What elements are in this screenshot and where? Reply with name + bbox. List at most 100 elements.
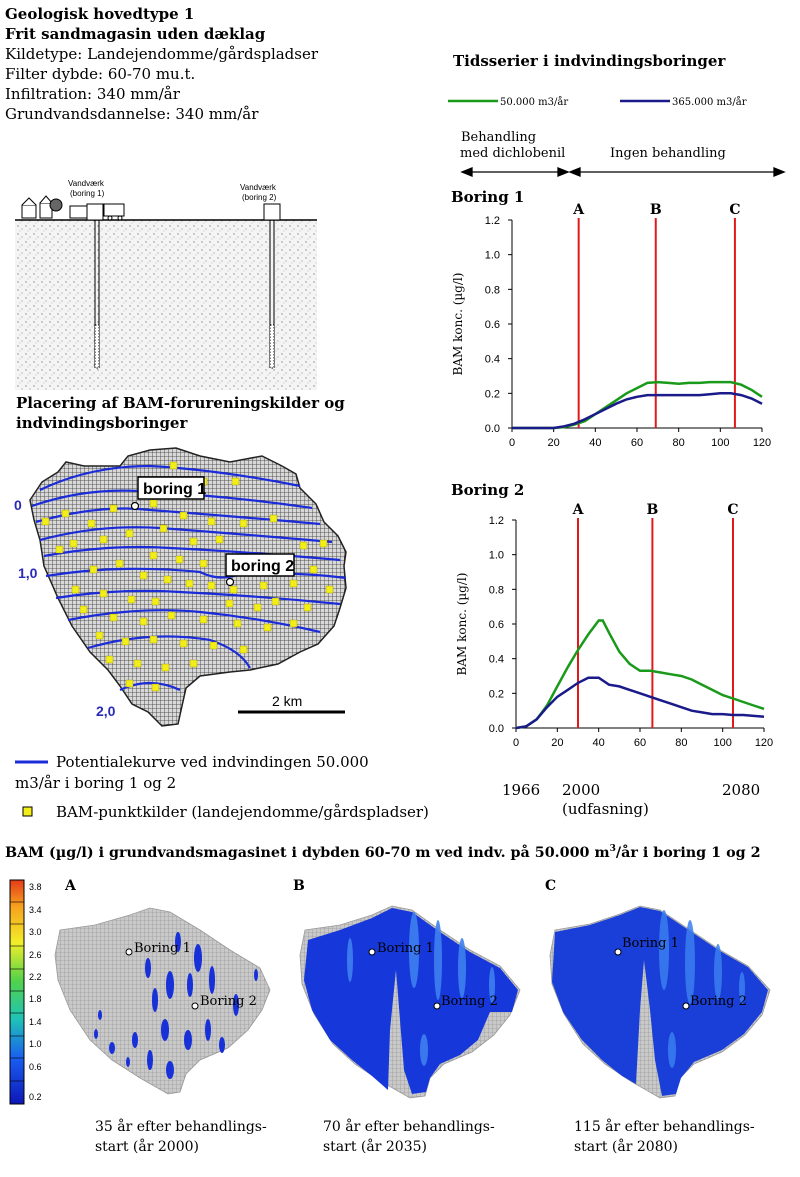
chart-boring-2: Boring 2 0 20 40 60 80 100 120 0.0 0.2 0.4 0.6 0.8 1.… [451,481,773,749]
y-tick-label: 1.0 [489,550,504,562]
y-tick-label: 0.4 [489,654,504,666]
y-tick-label: 0.4 [485,354,500,366]
aquifer-sand [15,220,317,390]
panel-b-letter: B [293,878,305,894]
bam-point-sources [41,461,334,692]
map-title-1: Placering af BAM-forureningskilder og [16,394,345,412]
contour-label-1: 1,0 [18,565,38,581]
cbar-1.8: 1.8 [29,994,42,1004]
marker-label-b: B [650,202,662,218]
legend-green-text: 50.000 m3/år [500,96,568,108]
well-2-label: Vandværk [240,183,277,192]
marker-label-a: A [572,502,585,518]
y-tick-label: 0.8 [489,584,504,596]
map-title-2: indvindingsboringer [16,414,188,432]
cbar-3.8: 3.8 [29,882,42,892]
x-tick-label: 100 [713,737,731,749]
x-tick-label: 0 [509,437,515,449]
x-tick-label: 100 [711,437,729,449]
legend-source-swatch [22,806,33,817]
y-tick-label: 0.0 [489,723,504,735]
scale-label: 2 km [272,693,302,709]
cbar-1.4: 1.4 [29,1017,42,1027]
phase-no-treatment: Ingen behandling [610,146,726,161]
x-tick-label: 80 [673,437,685,449]
boring-2-label: boring 2 [231,558,294,575]
source-map: boring 1 boring 2 0 1,0 2,0 2 km [14,447,347,727]
x-tick-label: 20 [548,437,560,449]
farm-buildings-icon [21,195,125,221]
cbar-1.0: 1.0 [29,1039,42,1049]
x-tick-label: 0 [513,737,519,749]
year-2080: 2080 [722,781,760,799]
panel-a: A Boring 1 Boring 2 35 år efter behandli… [54,878,271,1155]
phase-treatment-2: med dichlobenil [460,146,565,161]
x-tick-label: 40 [593,737,605,749]
panel-c-letter: C [545,878,556,894]
y-tick-label: 1.2 [485,215,500,227]
info-title-2: Frit sandmagasin uden dæklag [5,25,266,43]
y-tick-label: 0.2 [485,388,500,400]
cbar-2.6: 2.6 [29,950,42,960]
chart-boring-1: Boring 1 0 20 40 60 80 100 120 0.0 0.2 0.4 0.6 0.8 1.… [451,188,771,449]
panel-a-boring-2-dot [191,1002,199,1010]
x-tick-label: 80 [675,737,687,749]
chart-1-title: Boring 1 [451,188,524,206]
bottom-title: BAM (µg/l) i grundvandsmagasinet i dybde… [5,843,761,861]
panel-c-boring-1-dot [614,948,622,956]
boring-1-marker [130,476,205,511]
series-line-blue [515,676,765,730]
x-tick-label: 60 [631,437,643,449]
well-2-icon [263,203,281,369]
cross-section: Vandværk (boring 1) Vandværk (boring 2) [15,179,317,390]
panel-b-boring-1: Boring 1 [377,941,434,956]
year-2000: 2000 [562,781,600,799]
y-tick-label: 0.6 [485,319,500,331]
cbar-2.2: 2.2 [29,972,42,982]
panel-b-boring-2: Boring 2 [441,994,498,1009]
x-tick-label: 60 [634,737,646,749]
panel-b-boring-2-dot [433,1002,441,1010]
y-tick-label: 0.6 [489,619,504,631]
well-1-sublabel: (boring 1) [70,189,105,198]
panel-a-boring-2: Boring 2 [200,994,257,1009]
panel-c-boring-1: Boring 1 [622,936,679,951]
boring-1-label: boring 1 [143,481,206,498]
info-block: Geologisk hovedtype 1 Frit sandmagasin u… [5,4,318,124]
cbar-3.0: 3.0 [29,927,42,937]
x-tick-label: 120 [755,737,773,749]
panel-b-plume-highlights [347,912,495,1066]
panel-c-plume [552,907,768,1096]
panel-b-caption-2: start (år 2035) [323,1138,427,1155]
series-line-green [515,619,765,730]
year-phaseout: (udfasning) [562,800,649,818]
chart-1-y-label: BAM konc. (µg/l) [451,273,465,376]
cbar-3.4: 3.4 [29,905,42,915]
panel-c-boring-2-dot [682,1002,690,1010]
panel-a-boring-1-dot [125,948,133,956]
contour-label-0: 0 [14,497,22,513]
colorbar: 3.8 3.4 3.0 2.6 2.2 1.8 1.4 1.0 0.6 0.2 [9,879,42,1105]
panel-b-boring-1-dot [368,948,376,956]
info-line-infiltration: Infiltration: 340 mm/år [5,85,180,103]
legend-contour-text-2: m3/år i boring 1 og 2 [15,774,176,792]
series-line-blue [512,392,763,430]
well-2-sublabel: (boring 2) [242,193,277,202]
info-line-recharge: Grundvandsdannelse: 340 mm/år [5,105,259,123]
panel-a-grid [54,907,271,1095]
panel-a-letter: A [64,878,77,894]
panel-b-caption-1: 70 år efter behandlings- [323,1118,495,1135]
panel-a-caption-2: start (år 2000) [95,1138,199,1155]
well-1-icon [86,203,104,369]
phase-arrows [460,167,786,177]
marker-label-c: C [729,202,740,218]
info-line-source: Kildetype: Landejendomme/gårdspladser [5,45,319,63]
x-tick-label: 40 [589,437,601,449]
info-title-1: Geologisk hovedtype 1 [5,5,195,23]
panel-c-plume-highlights [659,910,745,1068]
legend-blue-text: 365.000 m3/år [672,96,747,108]
panel-a-boring-1: Boring 1 [134,941,191,956]
legend-source-text: BAM-punktkilder (landejendomme/gårdsplad… [56,803,429,821]
panel-c-caption-2: start (år 2080) [574,1138,678,1155]
